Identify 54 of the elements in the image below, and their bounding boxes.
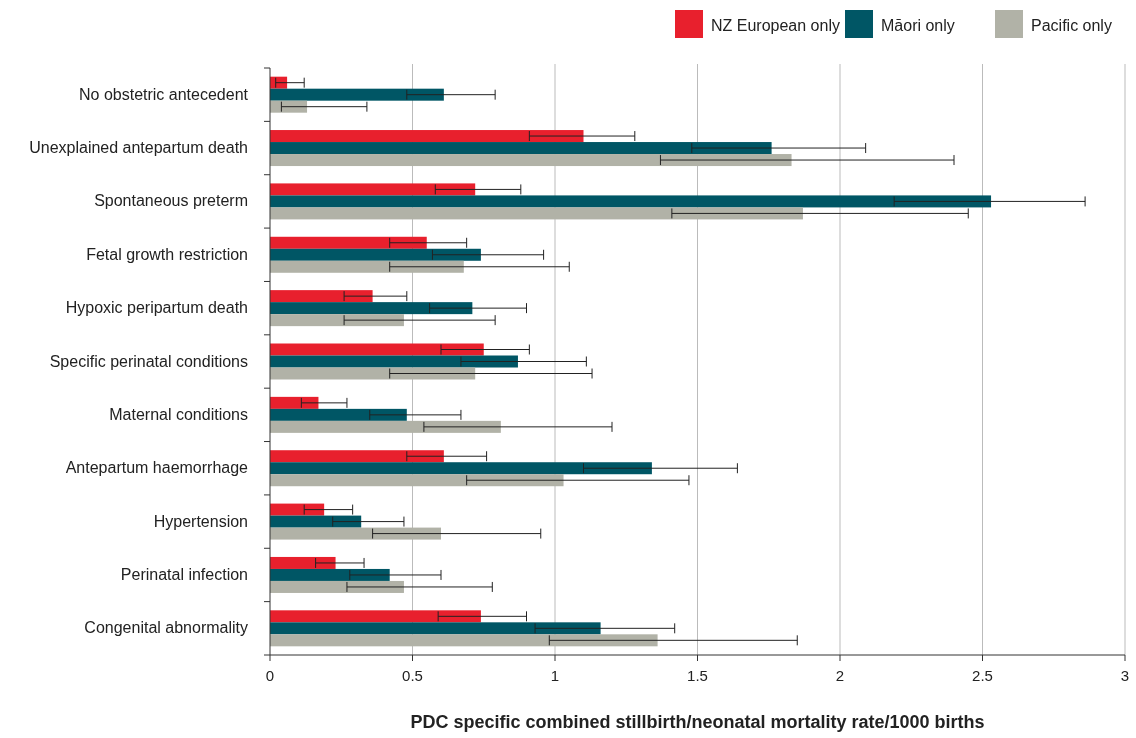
bar	[270, 622, 601, 635]
y-tick-label: Hypertension	[153, 512, 248, 530]
bar	[270, 88, 444, 101]
bar	[270, 408, 407, 421]
bar	[270, 527, 441, 540]
x-axis-title: PDC specific combined stillbirth/neonatal mortality rate/1000 births	[410, 712, 985, 732]
bar	[270, 450, 444, 463]
bar	[270, 355, 518, 368]
bar	[270, 248, 481, 261]
bar	[270, 236, 427, 249]
bar	[270, 474, 564, 487]
x-tick-label: 1	[550, 667, 560, 684]
bar	[270, 503, 325, 516]
x-tick-label: 1.5	[687, 667, 708, 684]
bar	[270, 515, 362, 528]
bar	[270, 420, 501, 433]
bar	[270, 100, 308, 113]
bar	[270, 610, 481, 623]
bar	[270, 142, 772, 155]
y-tick-label: Specific perinatal conditions	[49, 352, 248, 370]
bar	[270, 130, 584, 143]
bar	[270, 343, 484, 356]
bar	[270, 634, 658, 647]
bar	[270, 462, 652, 475]
legend-label: Pacific only	[1031, 17, 1112, 34]
x-tick-label: 2.5	[972, 667, 993, 684]
bar	[270, 195, 992, 208]
bar	[270, 367, 476, 380]
bar	[270, 154, 792, 167]
y-tick-label: Perinatal infection	[120, 565, 248, 583]
x-tick-label: 0	[265, 667, 275, 684]
bar	[270, 207, 803, 220]
y-tick-label: Fetal growth restriction	[86, 245, 248, 263]
bar	[270, 290, 373, 303]
y-tick-label: Spontaneous preterm	[94, 192, 248, 210]
x-tick-label: 0.5	[402, 667, 423, 684]
y-tick-label: Antepartum haemorrhage	[65, 459, 249, 477]
y-tick-label: Unexplained antepartum death	[29, 139, 248, 157]
bar	[270, 396, 319, 409]
y-tick-label: Congenital abnormality	[84, 619, 248, 637]
y-tick-label: Maternal conditions	[109, 405, 248, 423]
bar	[270, 302, 473, 315]
bar	[270, 183, 476, 196]
legend-label: Māori only	[881, 17, 955, 34]
x-tick-label: 3	[1120, 667, 1130, 684]
legend-label: NZ European only	[711, 17, 840, 34]
y-tick-label: No obstetric antecedent	[79, 85, 249, 103]
bar	[270, 556, 336, 569]
bar	[270, 580, 404, 593]
x-tick-label: 2	[835, 667, 845, 684]
y-tick-label: Hypoxic peripartum death	[65, 299, 248, 317]
bar	[270, 260, 464, 273]
bar	[270, 314, 404, 327]
bar	[270, 568, 390, 581]
